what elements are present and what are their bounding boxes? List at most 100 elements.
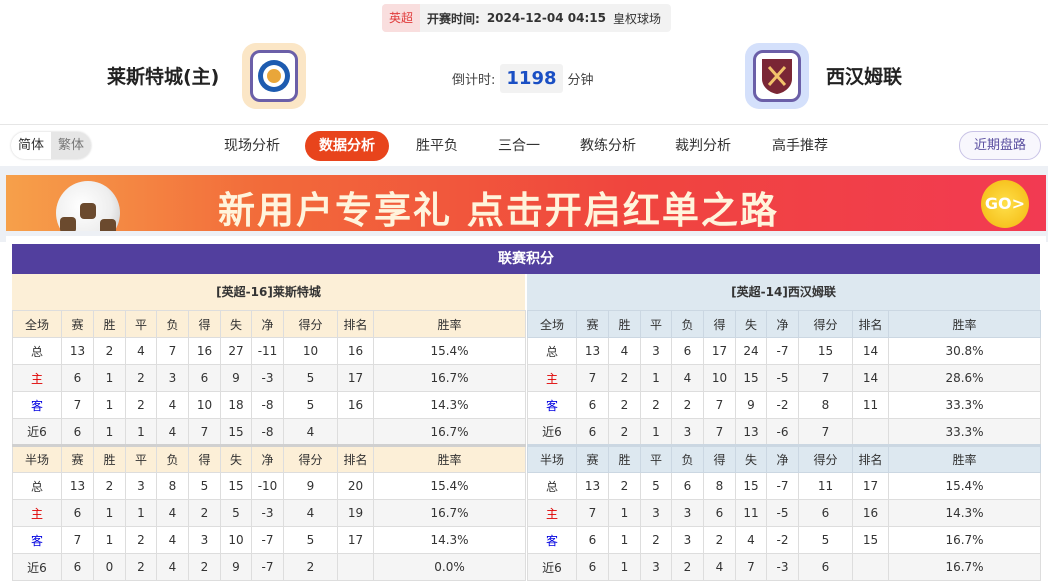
table-cell: 1 [93,364,126,392]
table-cell: 2 [125,364,157,392]
column-header: 净 [251,444,284,473]
table-cell: 6 [576,553,609,581]
table-cell: 9 [220,553,252,581]
table-cell: 2 [671,553,704,581]
column-header: 平 [640,444,672,473]
row-label: 客 [527,391,577,419]
table-cell: 10 [220,526,252,554]
table-cell: -10 [251,472,284,500]
table-cell: 9 [735,391,767,419]
column-header: 负 [156,444,189,473]
table-cell: 14.3% [373,526,526,554]
table-cell: 6 [188,364,221,392]
tab-3[interactable]: 三合一 [498,138,540,154]
column-header: 失 [735,444,767,473]
table-cell: -2 [766,526,799,554]
table-row: 近6 6 1 3 2 4 7 -3 6 16.7% [527,553,1041,581]
table-cell: 1 [93,526,126,554]
table-cell: 1 [93,418,126,446]
standings-title: 联赛积分 [12,244,1040,274]
table-cell: -5 [766,364,799,392]
table-cell: 8 [798,391,853,419]
table-cell: 5 [283,391,338,419]
column-header: 得分 [798,444,853,473]
tab-6[interactable]: 高手推荐 [772,138,828,154]
table-cell: 2 [608,472,641,500]
table-cell: 17 [337,364,374,392]
row-label: 总 [527,472,577,500]
column-header: 赛 [61,444,94,473]
table-cell: 8 [703,472,736,500]
soccer-ball-icon [56,181,120,231]
table-row: 客 6 2 2 2 7 9 -2 8 11 33.3% [527,391,1041,419]
column-header: 排名 [337,310,374,338]
table-row: 近6 6 1 1 4 7 15 -8 4 16.7% [12,418,526,446]
column-header: 排名 [852,310,889,338]
table-row: 总 13 2 5 6 8 15 -7 11 17 15.4% [527,472,1041,500]
table-cell: 7 [703,418,736,446]
tab-0[interactable]: 现场分析 [224,138,280,154]
table-cell: -3 [251,364,284,392]
table-cell: 18 [220,391,252,419]
column-header: 得 [188,444,221,473]
column-header: 平 [640,310,672,338]
tab-5[interactable]: 裁判分析 [675,138,731,154]
table-cell: -7 [766,337,799,365]
lang-simplified[interactable]: 简体 [18,138,45,153]
table-cell: 6 [576,418,609,446]
table-row: 总 13 2 4 7 16 27 -11 10 16 15.4% [12,337,526,365]
row-label: 主 [527,499,577,527]
table-cell: 5 [283,364,338,392]
table-cell: 3 [640,553,672,581]
column-header: 赛 [576,310,609,338]
row-label: 总 [527,337,577,365]
row-label: 近6 [527,418,577,446]
go-button[interactable]: GO> [981,180,1029,228]
table-cell: 14.3% [373,391,526,419]
table-cell: 5 [283,526,338,554]
promo-banner[interactable]: 新用户专享礼 点击开启红单之路 GO> [6,175,1046,231]
row-label: 总 [12,472,62,500]
table-cell [337,418,374,446]
table-cell: 13 [576,337,609,365]
table-cell: 1 [93,499,126,527]
standings-header-row: 全场赛胜平负得失净得分 排名 胜率 [12,310,526,338]
section-label: 全场 [12,310,62,338]
table-cell: 15.4% [373,472,526,500]
column-header: 胜 [93,444,126,473]
table-cell: 7 [61,391,94,419]
table-cell: 11 [852,391,889,419]
tab-1[interactable]: 数据分析 [305,131,389,161]
section-label: 半场 [527,444,577,473]
column-header: 赛 [61,310,94,338]
table-cell: 4 [735,526,767,554]
table-cell: 10 [703,364,736,392]
row-label: 客 [12,526,62,554]
standings-header-row: 全场赛胜平负得失净得分 排名 胜率 [527,310,1041,338]
table-cell: -5 [766,499,799,527]
table-cell: 2 [671,391,704,419]
table-cell: 13 [576,472,609,500]
table-cell: -11 [251,337,284,365]
away-team-name: 西汉姆联 [826,66,903,88]
table-cell: 15 [798,337,853,365]
column-header: 胜 [93,310,126,338]
lang-traditional[interactable]: 繁体 [51,132,92,159]
table-cell: 15 [852,526,889,554]
table-cell: 1 [608,526,641,554]
table-cell: 6 [576,391,609,419]
recent-odds-button[interactable]: 近期盘路 [959,131,1041,160]
countdown: 倒计时: 1198 分钟 [452,64,594,93]
table-cell: 2 [283,553,338,581]
table-cell: 5 [188,472,221,500]
column-header: 胜率 [373,444,526,473]
table-cell: 6 [61,499,94,527]
table-cell: 0.0% [373,553,526,581]
table-row: 主 6 1 2 3 6 9 -3 5 17 16.7% [12,364,526,392]
table-row: 总 13 4 3 6 17 24 -7 15 14 30.8% [527,337,1041,365]
tab-4[interactable]: 教练分析 [580,138,636,154]
table-cell: 6 [798,553,853,581]
table-cell: 4 [283,418,338,446]
tab-2[interactable]: 胜平负 [416,138,458,154]
table-cell: 7 [61,526,94,554]
